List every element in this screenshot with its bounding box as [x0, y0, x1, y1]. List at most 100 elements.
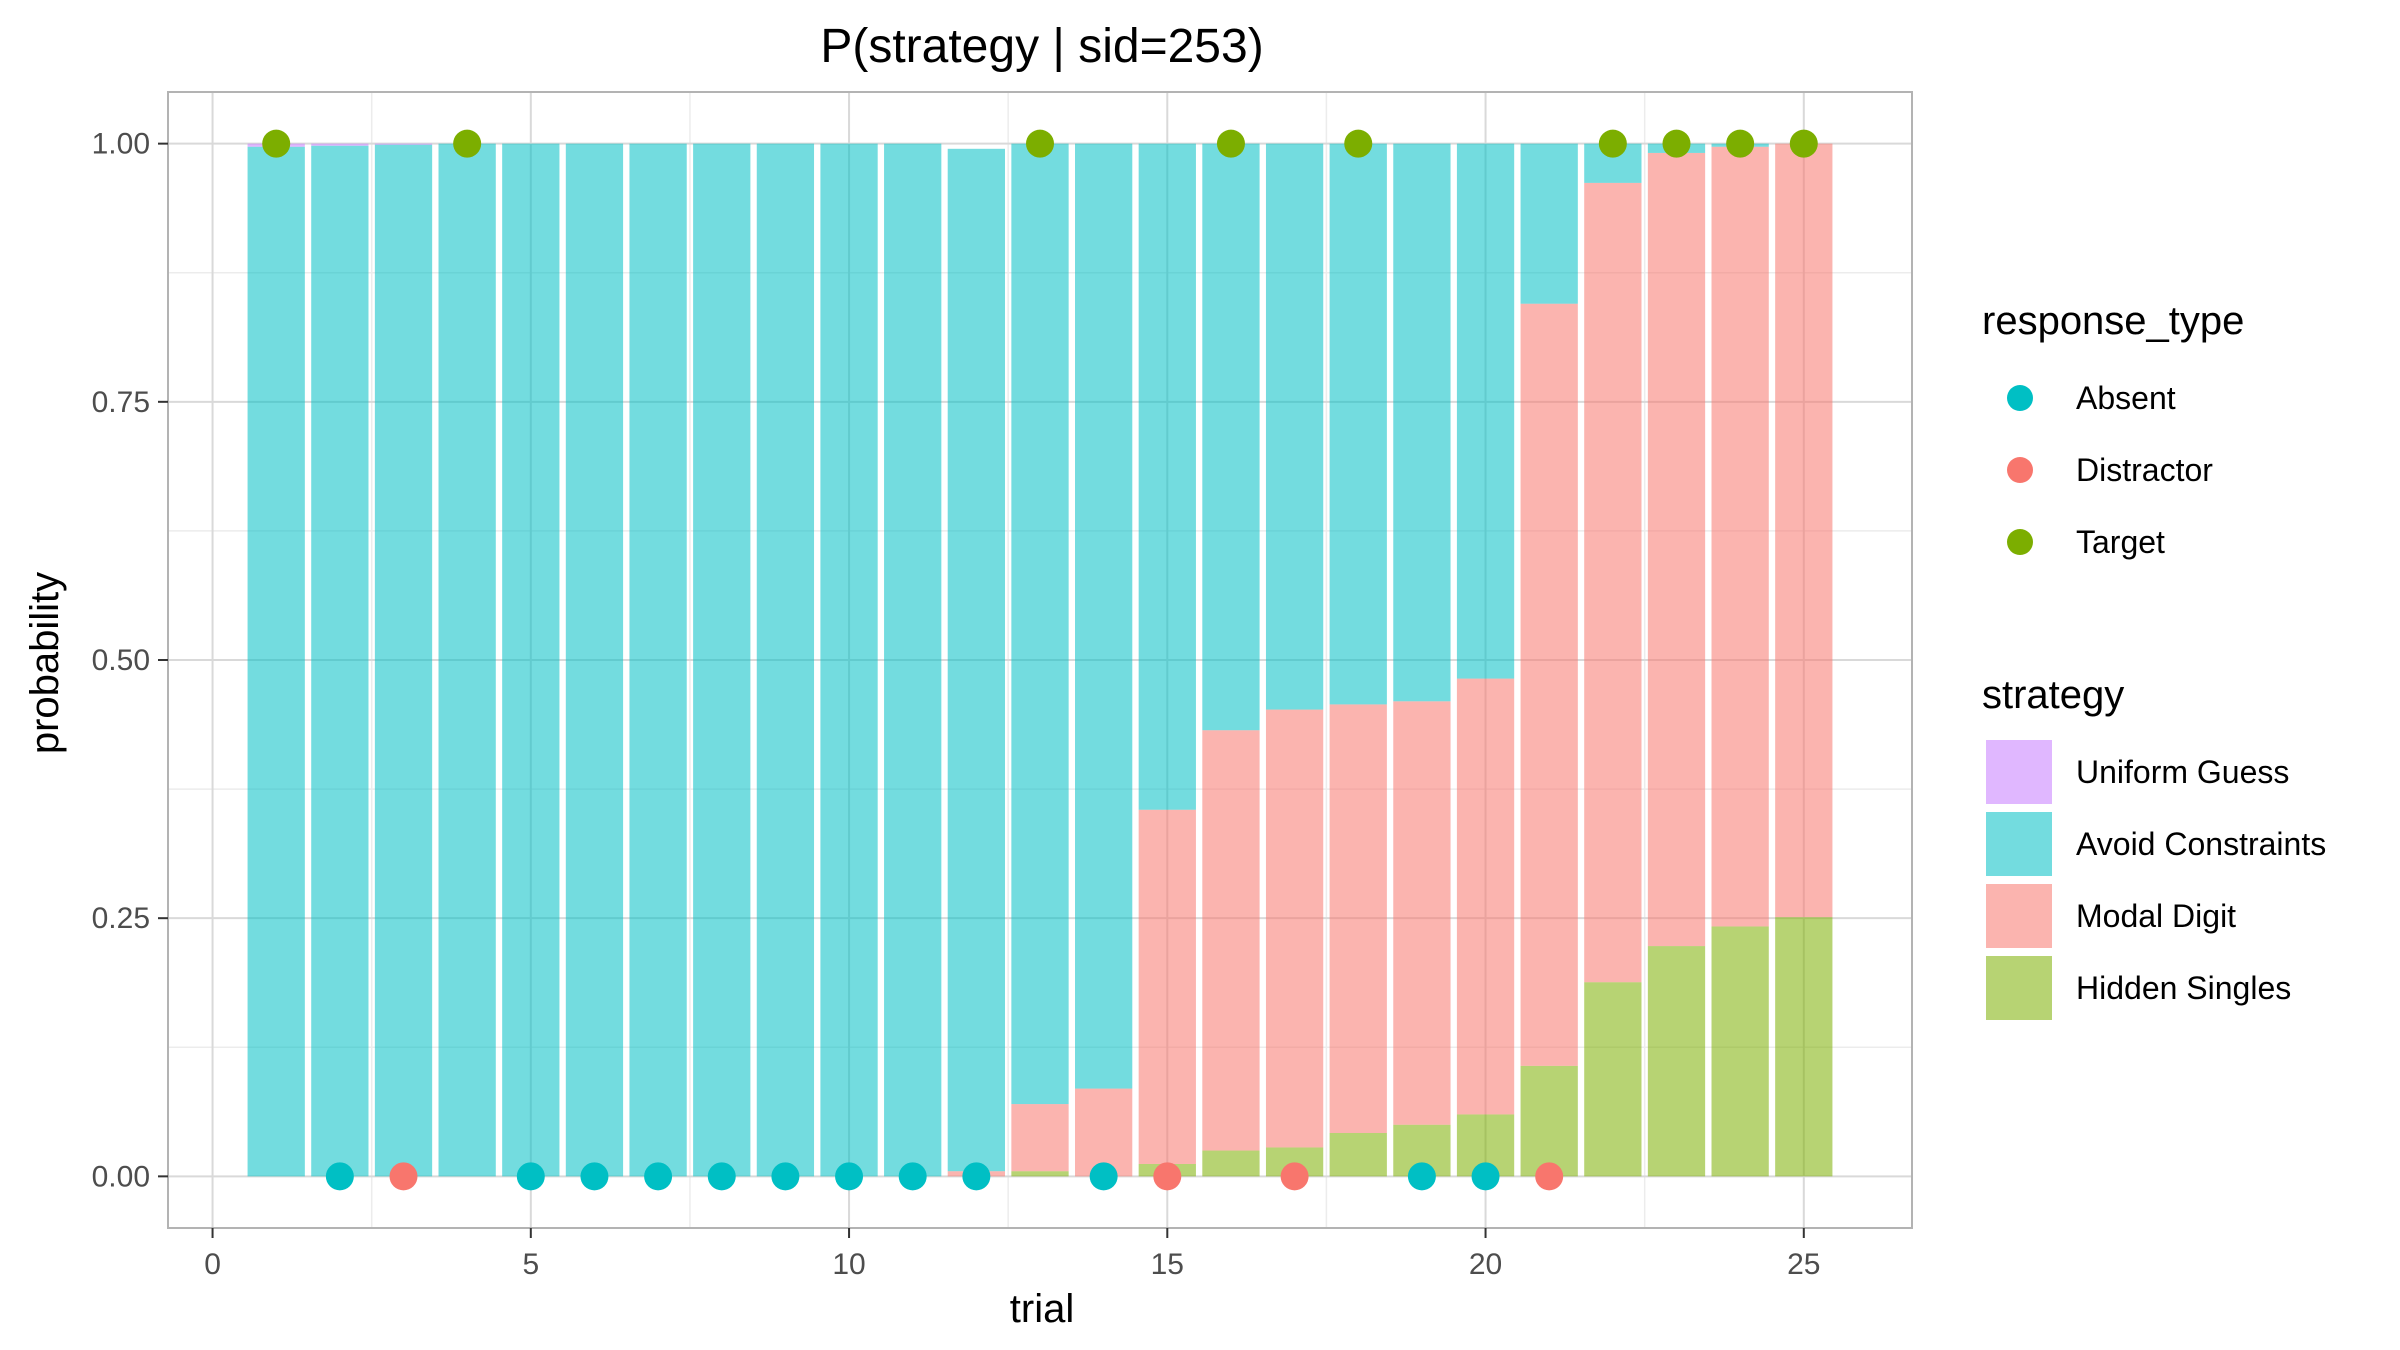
- legend-response-key: [2007, 385, 2033, 411]
- bar-segment: [1265, 709, 1324, 1148]
- bar-segment: [1265, 143, 1324, 710]
- legend-strategy-key: [1986, 740, 2052, 804]
- bar-segment: [1584, 182, 1642, 983]
- bar-segment: [1329, 143, 1387, 705]
- legend-strategy: strategy Uniform Guess Avoid Constraints M…: [1982, 673, 2326, 1020]
- response-point: [1535, 1162, 1564, 1191]
- bar-segment: [247, 146, 305, 1177]
- bar-segment: [1011, 143, 1069, 1105]
- response-point: [1153, 1162, 1182, 1191]
- bar-segment: [1775, 917, 1833, 1177]
- legend-response-title: response_type: [1982, 299, 2244, 343]
- bar-segment: [1202, 730, 1260, 1151]
- response-point: [453, 129, 482, 158]
- bar-segment: [629, 143, 687, 1177]
- y-tick-label: 0.00: [92, 1160, 150, 1193]
- x-tick-label: 10: [832, 1248, 865, 1281]
- legend-response-key: [2007, 457, 2033, 483]
- legend-strategy-label: Avoid Constraints: [2076, 826, 2326, 862]
- response-point: [1407, 1162, 1436, 1191]
- response-point: [898, 1162, 927, 1191]
- bar-segment: [1711, 926, 1769, 1177]
- bar-segment: [1647, 152, 1706, 947]
- response-point: [1662, 129, 1691, 158]
- response-point: [707, 1162, 736, 1191]
- bar-segment: [1138, 809, 1196, 1164]
- bar-segment: [1520, 1065, 1578, 1177]
- bar-segment: [884, 143, 942, 1177]
- bar-segment: [565, 143, 624, 1177]
- legend-strategy-key: [1986, 812, 2052, 876]
- x-axis-title: trial: [1010, 1287, 1074, 1331]
- bar-segment: [1393, 701, 1451, 1125]
- bar-segment: [1075, 1088, 1133, 1177]
- bar-segment: [1011, 1104, 1069, 1172]
- response-point: [1598, 129, 1627, 158]
- y-tick-label: 0.25: [92, 902, 150, 935]
- legend-response-label: Distractor: [2076, 452, 2213, 488]
- bar-segment: [693, 143, 751, 1177]
- bar-segment: [1456, 143, 1515, 679]
- legend-response-key: [2007, 529, 2033, 555]
- bar-segment: [1584, 982, 1642, 1177]
- response-point: [1726, 129, 1755, 158]
- bar-segment: [1011, 1171, 1069, 1177]
- legend-strategy-key: [1986, 956, 2052, 1020]
- response-point: [771, 1162, 800, 1191]
- response-point: [1789, 129, 1818, 158]
- legend-response-type: response_type Absent Distractor Target: [1982, 299, 2244, 560]
- bar-segment: [438, 143, 496, 1177]
- bar-segment: [311, 145, 369, 1177]
- response-point: [1089, 1162, 1118, 1191]
- x-tick-label: 15: [1151, 1248, 1184, 1281]
- bar-segment: [1329, 1132, 1387, 1177]
- y-tick-label: 0.50: [92, 644, 150, 677]
- x-tick-label: 0: [204, 1248, 221, 1281]
- y-tick-label: 1.00: [92, 128, 150, 161]
- legend-strategy-label: Uniform Guess: [2076, 754, 2289, 790]
- plot-panel: [167, 91, 1913, 1229]
- response-point: [644, 1162, 673, 1191]
- y-tick-label: 0.75: [92, 386, 150, 419]
- legend-response-label: Absent: [2076, 380, 2176, 416]
- chart-title: P(strategy | sid=253): [820, 20, 1263, 73]
- bar-segment: [1456, 678, 1515, 1115]
- response-point: [516, 1162, 545, 1191]
- response-point: [1216, 129, 1245, 158]
- bar-segment: [1138, 143, 1196, 810]
- y-axis-title: probability: [23, 572, 67, 754]
- response-point: [1471, 1162, 1500, 1191]
- bar-segment: [1520, 143, 1578, 304]
- legend-response-label: Target: [2076, 524, 2165, 560]
- bar-segment: [1393, 143, 1451, 702]
- legend-strategy-key: [1986, 884, 2052, 948]
- bar-segment: [1520, 303, 1578, 1066]
- bar-segment: [1647, 946, 1706, 1177]
- bar-segment: [1202, 1150, 1260, 1177]
- response-point: [962, 1162, 991, 1191]
- bar-segment: [756, 143, 815, 1177]
- bar-segment: [1775, 143, 1833, 918]
- x-tick-label: 20: [1469, 1248, 1502, 1281]
- bar-segment: [820, 143, 878, 1177]
- bar-segment: [374, 143, 433, 145]
- legend-strategy-label: Modal Digit: [2076, 898, 2236, 934]
- bar-segment: [1202, 143, 1260, 731]
- response-point: [262, 129, 291, 158]
- bar-segment: [502, 143, 560, 1177]
- bar-segment: [1329, 704, 1387, 1133]
- response-point: [1026, 129, 1054, 158]
- response-point: [1344, 129, 1373, 158]
- response-point: [389, 1162, 418, 1191]
- response-point: [325, 1162, 354, 1191]
- response-point: [1280, 1162, 1309, 1191]
- x-tick-label: 25: [1787, 1248, 1820, 1281]
- response-point: [580, 1162, 609, 1191]
- legend-strategy-title: strategy: [1982, 673, 2124, 717]
- bar-segment: [311, 143, 369, 146]
- response-point: [835, 1162, 864, 1191]
- bar-segment: [374, 144, 433, 1177]
- legend-strategy-label: Hidden Singles: [2076, 970, 2291, 1006]
